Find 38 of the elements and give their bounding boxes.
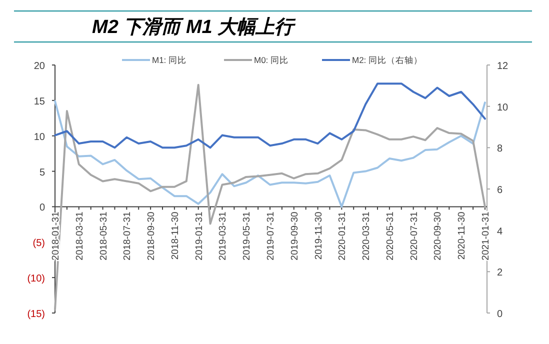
y-tick-label: (5) bbox=[32, 238, 45, 250]
x-tick-label: 2020-05-31 bbox=[384, 212, 396, 260]
legend-label: M1: 同比 bbox=[152, 55, 187, 65]
x-tick-label: 2018-07-31 bbox=[122, 212, 134, 260]
x-tick-label: 2018-05-31 bbox=[98, 212, 110, 260]
x-tick-label: 2019-11-30 bbox=[313, 212, 324, 260]
y-tick-label: (15) bbox=[27, 309, 45, 320]
y-tick-label: 0 bbox=[39, 202, 46, 214]
x-tick-label: 2018-09-30 bbox=[146, 212, 158, 260]
x-tick-label: 2019-03-31 bbox=[218, 212, 229, 260]
y2-tick-label: 12 bbox=[497, 61, 509, 72]
y2-tick-label: 6 bbox=[497, 185, 503, 196]
y-tick-label: 5 bbox=[39, 167, 46, 178]
y2-tick-label: 4 bbox=[497, 226, 503, 238]
x-tick-label: 2020-11-30 bbox=[456, 212, 468, 260]
x-tick-label: 2019-09-30 bbox=[289, 212, 300, 260]
y-tick-label: 10 bbox=[34, 132, 46, 143]
x-tick-label: 2019-05-31 bbox=[242, 212, 253, 260]
x-tick-label: 2019-07-31 bbox=[266, 212, 276, 260]
legend-label: M0: 同比 bbox=[254, 55, 289, 65]
x-tick-label: 2018-01-31 bbox=[50, 212, 62, 260]
x-tick-label: 2020-03-31 bbox=[361, 212, 372, 260]
x-tick-label: 2021-01-31 bbox=[480, 212, 492, 260]
y-tick-label: 20 bbox=[34, 61, 46, 72]
y2-tick-label: 2 bbox=[497, 268, 503, 279]
x-tick-label: 2020-09-30 bbox=[432, 212, 444, 260]
x-tick-label: 2018-11-30 bbox=[170, 212, 181, 260]
x-tick-label: 2019-01-31 bbox=[194, 212, 205, 260]
x-tick-label: 2020-07-31 bbox=[408, 212, 420, 260]
y2-tick-label: 10 bbox=[497, 102, 509, 114]
y2-tick-label: 0 bbox=[497, 309, 503, 320]
x-tick-label: 2020-01-31 bbox=[337, 212, 348, 260]
y-tick-label: 15 bbox=[34, 96, 46, 108]
chart-title: M2 下滑而 M1 大幅上行 bbox=[92, 16, 297, 38]
legend-label: M2: 同比（右轴） bbox=[352, 55, 423, 65]
x-tick-label: 2018-03-31 bbox=[74, 212, 86, 260]
y-tick-label: (10) bbox=[27, 274, 45, 285]
y2-tick-label: 8 bbox=[497, 144, 503, 155]
